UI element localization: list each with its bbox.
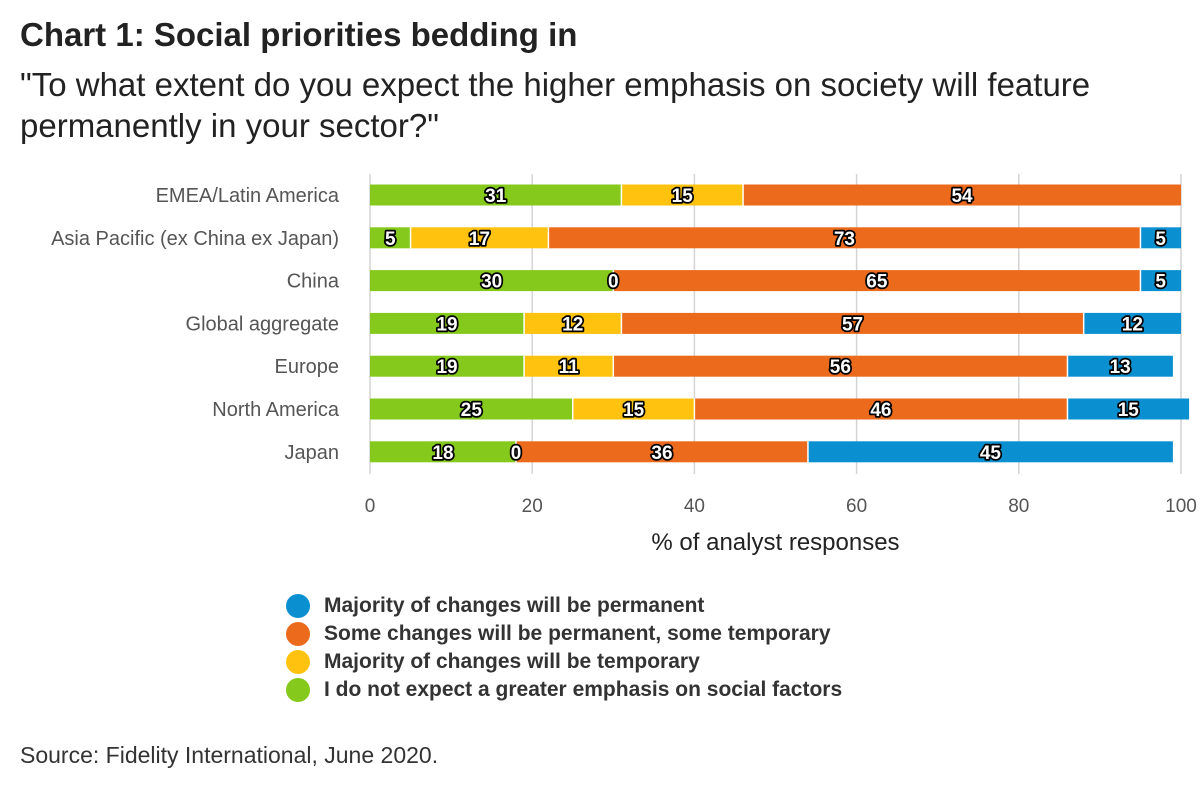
bar-segment-6-0 (370, 441, 516, 463)
bar-segment-5-2 (694, 398, 1068, 420)
data-label-3-2: 57 (842, 314, 863, 335)
x-tick-label-5: 100 (1165, 496, 1197, 517)
bar-segment-5-0 (370, 398, 573, 420)
data-label-2-0: 30 (481, 272, 502, 293)
bar-segment-1-0 (370, 227, 411, 249)
x-tick-label-4: 80 (1008, 496, 1029, 517)
data-label-0-0: 31 (485, 186, 507, 207)
source-note: Source: Fidelity International, June 202… (20, 742, 439, 768)
bar-segment-2-2 (613, 270, 1141, 292)
bar-segment-1-2 (548, 227, 1141, 249)
legend-label-permanent: Majority of changes will be permanent (324, 594, 705, 617)
category-label-2: China (287, 271, 340, 293)
bar-segment-0-2 (743, 184, 1181, 206)
x-tick-label-2: 40 (684, 496, 705, 517)
category-label-5: North America (212, 399, 340, 421)
bar-segment-3-0 (370, 312, 525, 334)
data-label-4-1: 11 (559, 357, 580, 378)
legend-swatch-none (286, 678, 310, 702)
category-label-4: Europe (275, 356, 340, 378)
bar-segment-6-3 (807, 441, 1173, 463)
legend-item-some: Some changes will be permanent, some tem… (286, 620, 842, 648)
category-label-1: Asia Pacific (ex China ex Japan) (51, 228, 339, 250)
category-label-3: Global aggregate (186, 313, 339, 335)
bar-segment-3-3 (1083, 312, 1181, 334)
data-label-5-2: 46 (870, 400, 891, 421)
bar-segment-5-3 (1067, 398, 1190, 420)
data-label-3-3: 12 (1122, 314, 1143, 335)
data-label-6-1: 0 (511, 443, 522, 464)
bar-segment-1-3 (1140, 227, 1181, 249)
data-label-0-1: 15 (672, 186, 694, 207)
chart-title: Chart 1: Social priorities bedding in (20, 16, 578, 53)
data-label-1-1: 17 (469, 229, 490, 250)
data-label-2-1: 0 (608, 272, 619, 293)
data-label-3-1: 12 (562, 314, 583, 335)
bar-segment-4-1 (524, 355, 614, 377)
data-label-5-0: 25 (461, 400, 483, 421)
legend-swatch-temporary (286, 650, 310, 674)
data-label-4-0: 19 (436, 357, 457, 378)
category-label-6: Japan (285, 442, 340, 464)
data-label-4-3: 13 (1110, 357, 1131, 378)
bar-segment-5-1 (572, 398, 695, 420)
legend-label-some: Some changes will be permanent, some tem… (324, 622, 831, 645)
bar-segment-6-2 (515, 441, 808, 463)
x-tick-label-3: 60 (846, 496, 867, 517)
data-label-2-2: 65 (866, 272, 888, 293)
data-label-5-1: 15 (623, 400, 645, 421)
data-label-2-3: 5 (1155, 272, 1166, 293)
data-label-6-3: 45 (980, 443, 1002, 464)
bar-segment-4-3 (1067, 355, 1173, 377)
bar-segment-2-0 (370, 270, 614, 292)
chart-subtitle: "To what extent do you expect the higher… (20, 66, 1091, 144)
chart-legend: Majority of changes will be permanent So… (286, 592, 842, 704)
bar-segment-4-0 (370, 355, 525, 377)
bar-segment-3-1 (524, 312, 622, 334)
legend-item-permanent: Majority of changes will be permanent (286, 592, 842, 620)
data-label-0-2: 54 (951, 186, 973, 207)
data-label-4-2: 56 (830, 357, 851, 378)
bar-segment-1-1 (410, 227, 549, 249)
stacked-bar-chart: 0 20 40 60 80 100 % of analyst responses EMEA/L… (51, 174, 1197, 556)
data-label-6-0: 18 (432, 443, 453, 464)
data-label-1-2: 73 (834, 229, 855, 250)
legend-swatch-some (286, 622, 310, 646)
data-label-3-0: 19 (436, 314, 457, 335)
x-tick-label-0: 0 (365, 496, 376, 517)
bar-segment-4-2 (613, 355, 1068, 377)
bar-segment-3-2 (621, 312, 1084, 334)
x-tick-label-1: 20 (522, 496, 543, 517)
legend-swatch-permanent (286, 594, 310, 618)
legend-label-temporary: Majority of changes will be temporary (324, 650, 700, 673)
data-label-5-3: 15 (1118, 400, 1140, 421)
x-axis-label: % of analyst responses (651, 529, 899, 556)
legend-item-temporary: Majority of changes will be temporary (286, 648, 842, 676)
data-label-6-2: 36 (651, 443, 672, 464)
category-label-0: EMEA/Latin America (156, 185, 340, 207)
data-label-1-3: 5 (1155, 229, 1166, 250)
legend-item-none: I do not expect a greater emphasis on so… (286, 676, 842, 704)
bar-segment-0-0 (370, 184, 622, 206)
legend-label-none: I do not expect a greater emphasis on so… (324, 678, 843, 701)
bar-segment-0-1 (621, 184, 744, 206)
bar-segment-2-3 (1140, 270, 1181, 292)
data-label-1-0: 5 (385, 229, 396, 250)
